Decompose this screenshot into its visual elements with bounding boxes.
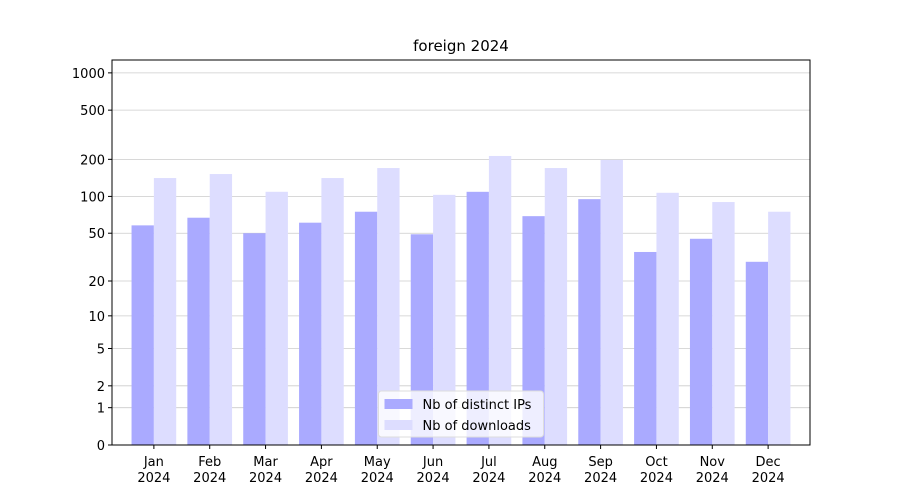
y-tick-label: 200 <box>80 153 105 168</box>
bar <box>634 251 657 445</box>
bar <box>689 238 713 445</box>
x-tick-label-line: Jan <box>143 455 164 470</box>
y-tick-label: 100 <box>80 190 105 205</box>
x-tick-label-line: 2024 <box>249 471 282 486</box>
plot-frame <box>111 59 811 446</box>
bar <box>265 191 288 445</box>
legend-label: Nb of distinct IPs <box>423 398 532 413</box>
bar <box>488 155 512 445</box>
x-tick-label-line: Apr <box>310 455 333 470</box>
x-tick-label-line: Oct <box>645 455 667 470</box>
y-tick-label: 50 <box>88 227 105 242</box>
bar <box>768 211 791 445</box>
legend-box <box>378 390 544 438</box>
x-tick-label: Jul 2024 <box>472 455 505 486</box>
bar <box>522 216 545 445</box>
x-tick-label-line: 2024 <box>193 471 226 486</box>
legend-swatch <box>384 420 413 430</box>
x-tick-label: Jan 2024 <box>137 455 170 486</box>
x-tick-label-line: Mar <box>253 455 278 470</box>
x-tick-label-line: 2024 <box>584 471 617 486</box>
bar <box>466 191 489 445</box>
x-tick-label-line: Aug <box>532 455 557 470</box>
chart-title: foreign 2024 <box>413 37 509 55</box>
bar <box>209 174 233 445</box>
bar <box>433 194 456 445</box>
y-tick-label: 500 <box>80 104 105 119</box>
x-tick-label: May 2024 <box>361 455 394 486</box>
x-tick-label: Mar 2024 <box>249 455 282 486</box>
x-tick-label-line: Sep <box>588 455 613 470</box>
x-tick-label-line: 2024 <box>417 471 450 486</box>
x-tick-label-line: 2024 <box>752 471 785 486</box>
x-tick-label-line: 2024 <box>528 471 561 486</box>
y-tick-label: 2 <box>97 380 105 395</box>
bar <box>377 168 400 446</box>
x-tick-label-line: Jul <box>480 455 497 470</box>
legend-swatch <box>384 399 413 409</box>
bar <box>299 222 322 445</box>
bar <box>153 178 177 446</box>
y-tick-label: 10 <box>88 310 105 325</box>
bar <box>745 261 769 445</box>
x-tick-label-line: 2024 <box>640 471 673 486</box>
legend-label: Nb of downloads <box>423 419 532 434</box>
x-tick-label: Apr 2024 <box>305 455 338 486</box>
bar <box>544 168 568 446</box>
y-tick-label: 5 <box>97 342 105 357</box>
bar <box>712 202 735 445</box>
x-tick-label-line: 2024 <box>305 471 338 486</box>
x-tick-label-line: 2024 <box>472 471 505 486</box>
bar <box>187 217 210 445</box>
x-tick-label-line: 2024 <box>361 471 394 486</box>
x-tick-label-line: Feb <box>198 455 221 470</box>
bar <box>578 199 601 445</box>
bar <box>321 178 344 446</box>
bar <box>243 233 266 445</box>
x-tick-label-line: Jun <box>422 455 443 470</box>
x-tick-label-line: May <box>364 455 391 470</box>
y-tick-label: 0 <box>97 439 105 454</box>
x-tick-label: Nov 2024 <box>696 455 729 486</box>
bar <box>131 225 154 445</box>
x-tick-label-line: 2024 <box>696 471 729 486</box>
x-tick-label-line: Dec <box>756 455 781 470</box>
bar <box>354 211 378 445</box>
y-tick-label: 1000 <box>72 67 105 82</box>
x-tick-label-line: 2024 <box>137 471 170 486</box>
bar <box>600 159 623 445</box>
x-tick-label: Dec 2024 <box>752 455 785 486</box>
x-tick-label: Oct 2024 <box>640 455 673 486</box>
x-tick-label-line: Nov <box>700 455 726 470</box>
y-tick-label: 1 <box>97 402 105 417</box>
x-tick-label: Aug 2024 <box>528 455 561 486</box>
x-tick-label: Jun 2024 <box>417 455 450 486</box>
y-tick-label: 20 <box>88 275 105 290</box>
x-tick-label: Feb 2024 <box>193 455 226 486</box>
x-tick-label: Sep 2024 <box>584 455 617 486</box>
bar <box>656 192 679 445</box>
